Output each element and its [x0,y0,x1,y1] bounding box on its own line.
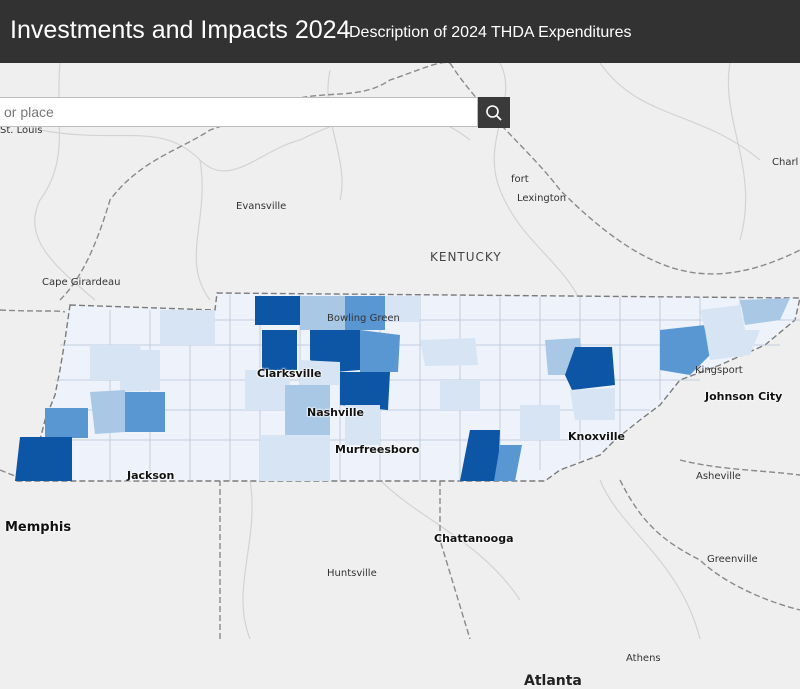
city-label: Clarksville [257,367,322,380]
city-label: Chattanooga [434,532,514,545]
place-label: Athens [626,653,661,664]
app-title: Investments and Impacts 2024 [10,16,351,44]
search-input[interactable] [0,98,477,126]
search-icon [486,104,502,121]
city-label-memphis: Memphis [5,520,72,535]
city-label: Murfreesboro [335,443,420,456]
tennessee-counties [13,292,800,482]
search-button[interactable] [478,97,510,128]
map-view[interactable]: St. Louis Evansville Cape Girardeau Bowl… [0,61,800,689]
place-label: Charl [772,157,799,168]
place-label: Kingsport [695,365,743,376]
place-label: St. Louis [0,125,43,136]
place-label: Cape Girardeau [42,277,121,288]
place-label: Greenville [707,554,758,565]
app-subtitle: Description of 2024 THDA Expenditures [349,24,632,41]
place-label: Asheville [696,471,741,482]
city-label: Jackson [127,469,175,482]
basemap-rivers [34,62,761,640]
place-label: Lexington [517,193,567,204]
place-label: fort [511,174,529,185]
basemap [0,61,800,640]
place-label: Atlanta [524,673,582,689]
state-label: KENTUCKY [430,250,502,264]
city-label: Knoxville [568,430,625,443]
place-label: Bowling Green [327,313,400,324]
city-label: Nashville [307,406,364,419]
app-header: Investments and Impacts 2024 Description… [0,0,800,63]
city-label: Johnson City [705,390,783,403]
place-label: Huntsville [327,568,377,579]
search-box[interactable] [0,97,478,127]
place-label: Evansville [236,201,287,212]
